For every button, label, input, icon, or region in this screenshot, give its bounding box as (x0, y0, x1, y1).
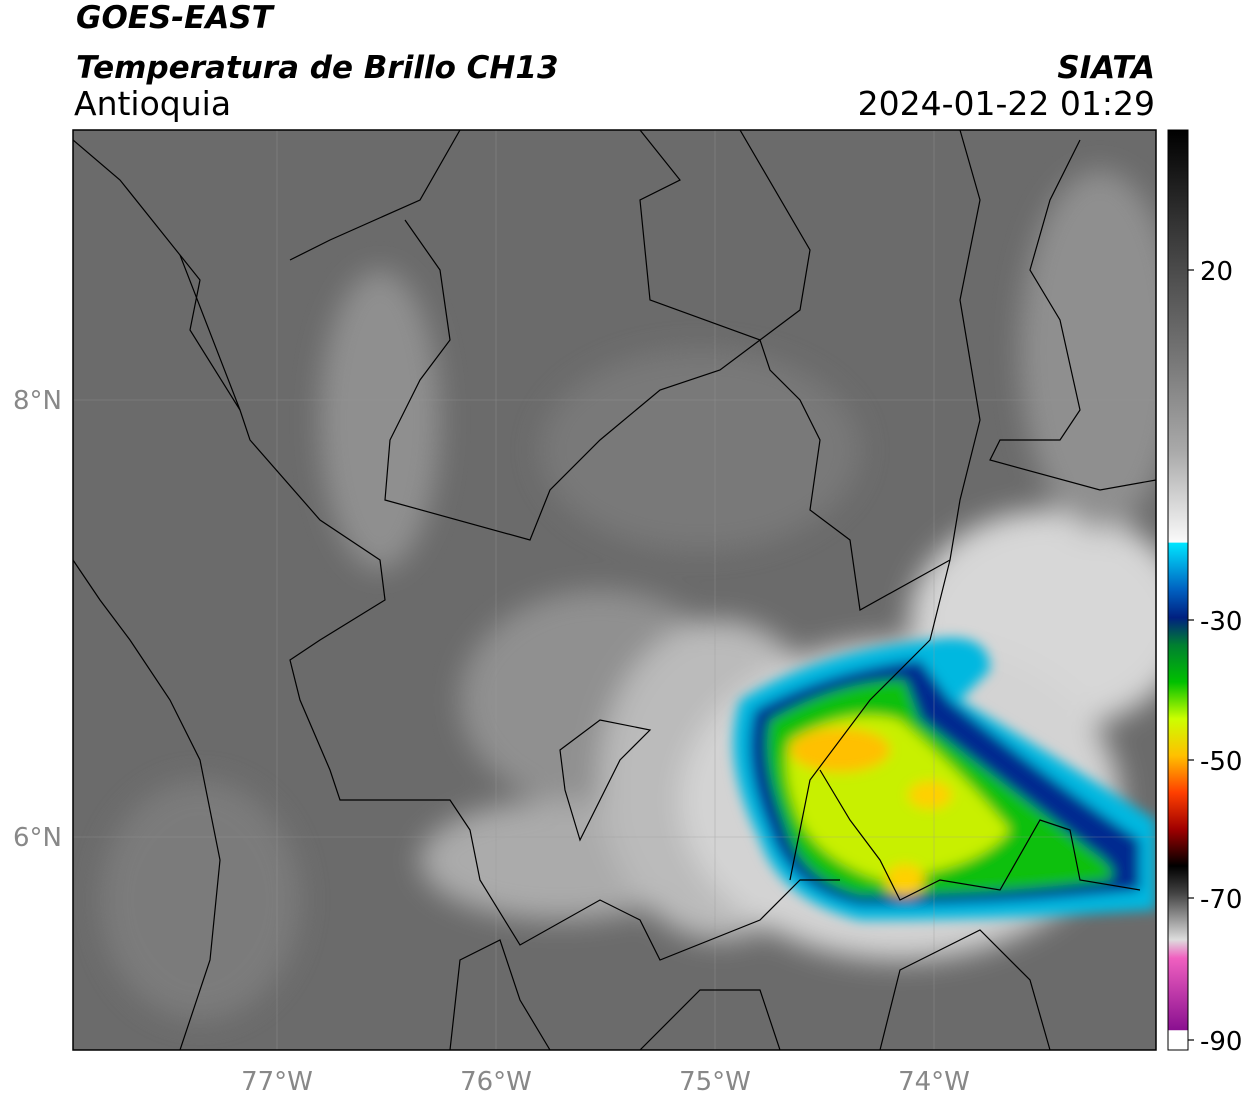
colorbar-label: -50 (1200, 747, 1242, 777)
lon-label: 76°W (460, 1067, 532, 1097)
lat-label: 8°N (13, 386, 62, 416)
colorbar-label: -90 (1200, 1027, 1242, 1057)
datetime: 2024-01-22 01:29 (858, 84, 1155, 123)
lon-label: 74°W (898, 1067, 970, 1097)
lat-label: 6°N (13, 823, 62, 853)
lon-label: 77°W (241, 1067, 313, 1097)
colorbar-label: -70 (1200, 885, 1242, 915)
colorbar-label: -30 (1200, 607, 1242, 637)
subtitle: Temperatura de Brillo CH13 (76, 50, 559, 86)
colorbar-label: 20 (1200, 257, 1233, 287)
source: SIATA (1057, 50, 1155, 86)
title: GOES-EAST (76, 0, 276, 36)
borders (73, 130, 1156, 1050)
satellite-image (73, 130, 1156, 1050)
graticule (73, 130, 1156, 1050)
region: Antioquia (74, 84, 231, 123)
map-frame (72, 129, 1157, 1051)
lon-label: 75°W (679, 1067, 751, 1097)
colorbar-ticks (1188, 269, 1194, 1041)
colorbar (1167, 129, 1189, 1051)
